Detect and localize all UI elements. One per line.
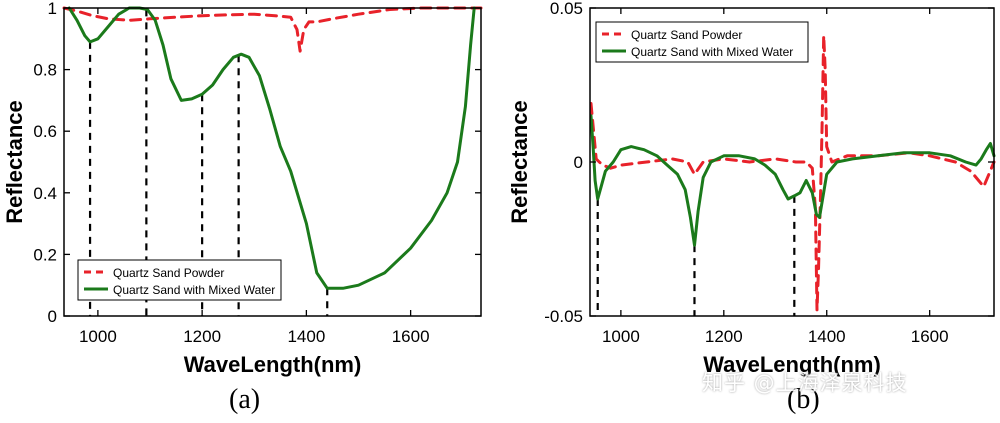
x-tick-label: 1000 [602, 327, 640, 346]
x-tick-label: 1200 [183, 327, 221, 346]
legend: Quartz Sand Powder Quartz Sand with Mixed… [77, 259, 282, 301]
y-tick-label: 0.2 [33, 245, 57, 264]
x-tick-label: 1600 [392, 327, 430, 346]
series-line-mixed-water [67, 6, 476, 290]
watermark-text: 知乎 @上海泽泉科技 [702, 371, 908, 395]
legend-label-mixed-water: Quartz Sand with Mixed Water [113, 283, 275, 297]
chart-b: 1000 1200 1400 1600 -0.05 0 0.05 WaveLength(nm)… [507, 0, 996, 377]
y-tick-label: 1 [48, 0, 57, 18]
x-tick-label: 1200 [705, 327, 743, 346]
caption-b: (b) [787, 384, 820, 415]
chart-a: 1000 1200 1400 1600 0 0.2 0.4 0.6 0.8 1 WaveLength… [2, 0, 483, 377]
y-tick-label: 0 [48, 307, 57, 326]
x-axis-label: WaveLength(nm) [703, 352, 881, 377]
y-tick-label: 0.8 [33, 61, 57, 80]
legend-label-powder: Quartz Sand Powder [631, 28, 742, 42]
legend-box [77, 259, 282, 301]
legend: Quartz Sand Powder Quartz Sand with Mixed… [595, 21, 809, 63]
series-line-powder [589, 34, 996, 312]
x-tick-label: 1400 [287, 327, 325, 346]
y-tick-label: 0.05 [550, 0, 583, 18]
x-axis-label: WaveLength(nm) [184, 352, 362, 377]
plot-frame [63, 7, 482, 317]
series-line-powder [62, 6, 483, 53]
legend-label-powder: Quartz Sand Powder [113, 266, 224, 280]
y-axis-label: Reflectance [2, 100, 27, 224]
legend-label-mixed-water: Quartz Sand with Mixed Water [631, 45, 793, 59]
x-tick-label: 1600 [911, 327, 949, 346]
y-axis-label: Reflectance [507, 100, 532, 224]
y-tick-label: 0.4 [33, 184, 57, 203]
y-tick-label: 0.6 [33, 122, 57, 141]
y-tick-label: 0 [574, 153, 583, 172]
x-tick-label: 1000 [79, 327, 117, 346]
series-line-mixed-water [589, 114, 996, 247]
caption-a: (a) [229, 384, 261, 415]
x-tick-label: 1400 [808, 327, 846, 346]
y-tick-label: -0.05 [544, 307, 583, 326]
legend-box [595, 21, 809, 63]
